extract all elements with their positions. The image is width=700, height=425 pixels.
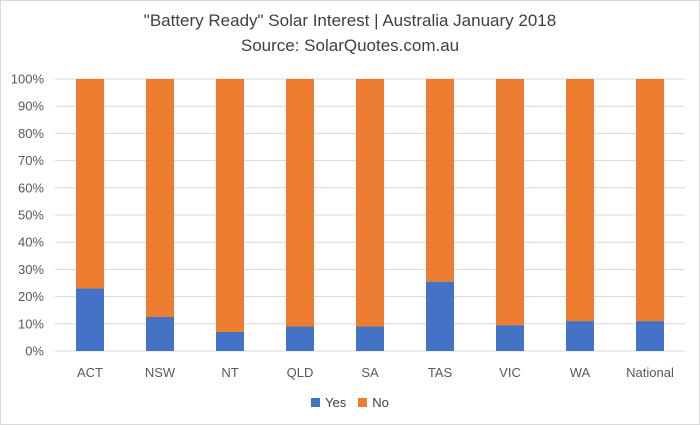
bar-segment-no: [286, 79, 314, 327]
bar-segment-no: [216, 79, 244, 332]
y-tick-label: 90%: [18, 99, 44, 114]
bar-segment-yes: [76, 288, 104, 351]
bar-segment-no: [76, 79, 104, 289]
bar-segment-yes: [426, 281, 454, 351]
bar-segment-yes: [496, 325, 524, 351]
chart-legend: Yes No: [0, 395, 700, 410]
x-tick-label: SA: [361, 365, 379, 380]
y-tick-label: 10%: [18, 316, 44, 331]
y-tick-label: 80%: [18, 126, 44, 141]
x-tick-label: National: [626, 365, 674, 380]
y-tick-label: 50%: [18, 208, 44, 223]
x-tick-label: TAS: [428, 365, 453, 380]
legend-item-no: No: [358, 395, 389, 410]
chart-title: "Battery Ready" Solar Interest | Austral…: [143, 11, 557, 30]
legend-swatch-yes: [311, 398, 321, 407]
legend-swatch-no: [358, 398, 368, 407]
bar-segment-no: [146, 79, 174, 317]
y-tick-label: 70%: [18, 153, 44, 168]
bar-segment-yes: [566, 321, 594, 351]
x-tick-label: WA: [570, 365, 591, 380]
legend-label-yes: Yes: [325, 395, 347, 410]
bar-segment-yes: [356, 326, 384, 351]
x-tick-label: QLD: [287, 365, 314, 380]
x-tick-label: NT: [221, 365, 238, 380]
y-tick-label: 60%: [18, 180, 44, 195]
legend-label-no: No: [372, 395, 389, 410]
x-tick-label: ACT: [77, 365, 103, 380]
bar-segment-no: [356, 79, 384, 327]
bar-segment-no: [636, 79, 664, 322]
chart-subtitle: Source: SolarQuotes.com.au: [240, 36, 460, 55]
legend-item-yes: Yes: [311, 395, 346, 410]
bar-segment-yes: [146, 317, 174, 351]
bar-segment-yes: [286, 326, 314, 351]
bar-segment-no: [566, 79, 594, 322]
x-tick-label: VIC: [499, 365, 521, 380]
y-tick-label: 100%: [11, 72, 45, 87]
bar-segment-no: [496, 79, 524, 326]
bar-segment-no: [426, 79, 454, 282]
y-tick-label: 20%: [18, 289, 44, 304]
y-tick-label: 40%: [18, 235, 44, 250]
y-tick-label: 30%: [18, 262, 44, 277]
bar-segment-yes: [636, 321, 664, 351]
y-tick-label: 0%: [25, 344, 44, 359]
x-tick-label: NSW: [145, 365, 176, 380]
bar-segment-yes: [216, 331, 244, 351]
